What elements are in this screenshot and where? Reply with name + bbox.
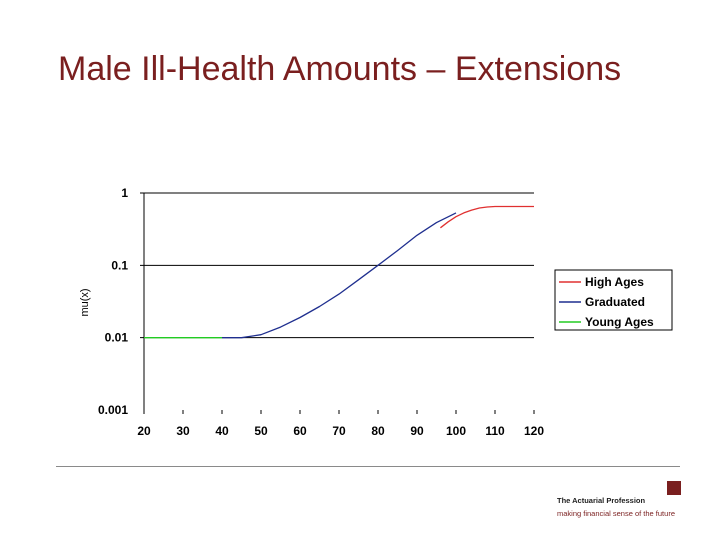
x-tick-label: 80: [371, 424, 385, 438]
footer-divider: [56, 466, 680, 467]
x-tick-label: 50: [254, 424, 268, 438]
y-tick-label: 1: [121, 186, 128, 200]
y-axis-title: mu(x): [79, 288, 91, 316]
brand-name: The Actuarial Profession: [557, 496, 646, 505]
x-tick-label: 70: [332, 424, 346, 438]
x-tick-label: 30: [176, 424, 190, 438]
slide-title: Male Ill-Health Amounts – Extensions: [58, 50, 622, 88]
legend-label: Graduated: [585, 295, 645, 309]
legend-label: High Ages: [585, 275, 644, 289]
x-tick-label: 90: [410, 424, 424, 438]
x-tick-label: 40: [215, 424, 229, 438]
y-tick-label: 0.01: [105, 331, 129, 345]
series-line-high-ages: [440, 205, 534, 229]
y-tick-label: 0.1: [111, 258, 128, 272]
x-tick-label: 120: [524, 424, 544, 438]
x-tick-label: 100: [446, 424, 466, 438]
legend-box: [554, 269, 673, 331]
x-tick-label: 60: [293, 424, 307, 438]
y-tick-label: 0.001: [98, 403, 128, 417]
series-line-graduated: [222, 212, 457, 339]
x-tick-label: 20: [137, 424, 151, 438]
brand-logo-square: [667, 481, 681, 495]
legend-label: Young Ages: [585, 315, 654, 329]
brand-tagline: making financial sense of the future: [557, 509, 675, 518]
x-tick-label: 110: [485, 424, 505, 438]
